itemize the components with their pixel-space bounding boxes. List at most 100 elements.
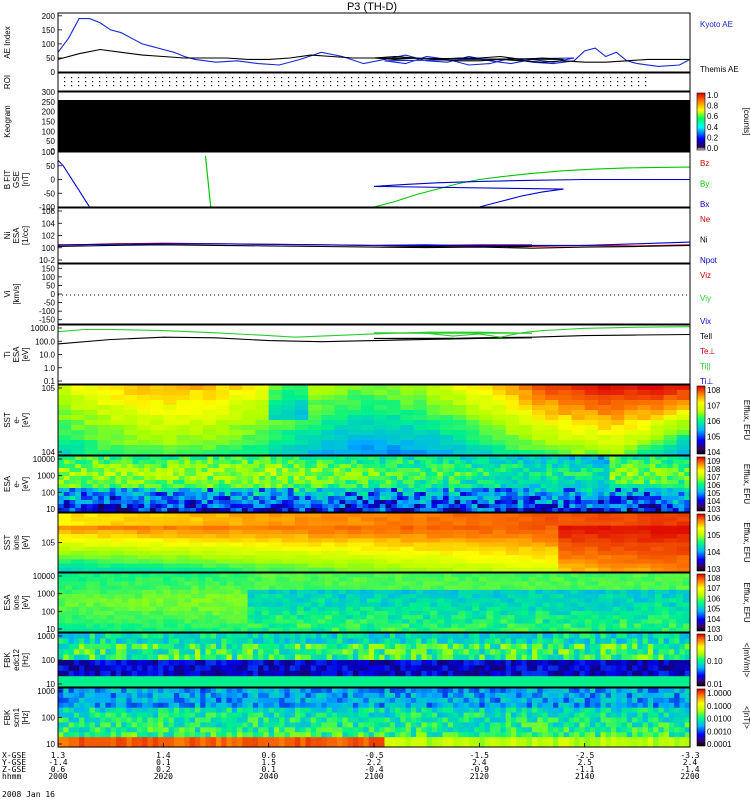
- esa_e-pixel: [305, 456, 312, 461]
- esa_i-pixel: [359, 581, 368, 587]
- fbk_e-pixel: [131, 638, 138, 645]
- esa_i-pixel: [647, 619, 656, 625]
- fbk_e-pixel: [331, 643, 338, 650]
- esa_i-pixel: [395, 623, 403, 629]
- esa_e-pixel: [402, 508, 410, 513]
- esa_e-pixel: [270, 492, 277, 497]
- sst_i-pixel: [58, 534, 72, 539]
- esa_i-pixel: [577, 615, 586, 620]
- esa_i-pixel: [331, 581, 340, 587]
- esa_i-pixel: [612, 589, 621, 595]
- esa_e-pixel: [385, 480, 392, 485]
- esa_e-pixel: [402, 480, 410, 485]
- sst_e-pixel: [479, 450, 494, 456]
- fbk_e-pixel: [63, 681, 70, 688]
- fbk_e-pixel: [110, 660, 117, 666]
- fbk_e-pixel: [295, 638, 301, 645]
- esa_e-pixel: [379, 500, 387, 505]
- esa_e-pixel: [460, 480, 467, 485]
- sst_i-pixel: [97, 517, 112, 523]
- esa_i-pixel: [402, 602, 410, 608]
- esa_e-pixel: [598, 492, 605, 497]
- fbk_e-pixel: [484, 660, 491, 666]
- sst_i-pixel: [453, 513, 467, 518]
- esa_i-pixel: [324, 585, 333, 591]
- sst_e-pixel: [650, 415, 665, 421]
- sst_e-pixel: [466, 395, 480, 401]
- fbk_e-pixel: [84, 649, 91, 656]
- esa_e-pixel: [488, 476, 496, 481]
- esa_e-pixel: [626, 480, 634, 485]
- esa_e-pixel: [351, 472, 358, 477]
- esa_e-pixel: [293, 480, 300, 485]
- esa_i-pixel: [612, 615, 621, 620]
- sst_i-pixel: [571, 563, 586, 569]
- esa_e-pixel: [138, 488, 145, 493]
- fbk_e-pixel: [252, 676, 259, 683]
- esa_e-pixel: [328, 496, 335, 501]
- esa_e-pixel: [103, 464, 111, 469]
- esa_e-pixel: [598, 464, 605, 469]
- esa_e-pixel: [109, 468, 117, 473]
- esa_e-pixel: [103, 500, 111, 505]
- esa_i-pixel: [254, 602, 263, 608]
- esa_e-pixel: [477, 496, 484, 501]
- esa_i-pixel: [437, 577, 445, 583]
- sst_i-pixel: [413, 555, 428, 560]
- esa_i-pixel: [668, 623, 677, 629]
- esa_e-pixel: [92, 476, 99, 481]
- fbk_e-pixel: [400, 638, 407, 645]
- esa_e-pixel: [155, 504, 163, 509]
- sst_e-pixel: [71, 450, 85, 456]
- fbk_e-pixel: [279, 660, 286, 666]
- esa_i-pixel: [388, 623, 396, 629]
- esa_e-pixel: [126, 496, 134, 501]
- sst_e-pixel: [545, 430, 559, 436]
- esa_i-pixel: [598, 610, 607, 616]
- fbk_e-pixel: [468, 643, 475, 650]
- fbk_e-pixel: [158, 676, 164, 683]
- esa_e-pixel: [218, 496, 226, 501]
- esa_i-pixel: [556, 589, 565, 595]
- esa_e-pixel: [626, 464, 634, 469]
- esa_e-pixel: [345, 456, 352, 461]
- esa_i-pixel: [416, 615, 424, 620]
- fbk_e-pixel: [184, 633, 191, 639]
- fbk_e-pixel: [121, 643, 128, 650]
- fbk_e-pixel: [68, 638, 75, 645]
- esa_i-pixel: [416, 598, 424, 604]
- esa_e-pixel: [230, 488, 237, 493]
- esa_e-pixel: [224, 508, 231, 513]
- fbk_e-pixel: [137, 670, 143, 677]
- sst_i-pixel: [123, 567, 138, 573]
- esa_e-pixel: [575, 464, 582, 469]
- esa_i-pixel: [107, 615, 115, 620]
- esa_i-pixel: [465, 577, 473, 583]
- sst_e-pixel: [663, 400, 678, 406]
- esa_i-pixel: [430, 602, 438, 608]
- esa_e-spectrogram: [58, 456, 691, 513]
- sst_i-pixel: [58, 513, 72, 518]
- sst_e-pixel: [202, 450, 217, 456]
- esa_i-pixel: [100, 577, 108, 583]
- sst_e-pixel: [374, 440, 388, 446]
- esa_i-pixel: [289, 606, 298, 612]
- esa_e-pixel: [287, 468, 295, 473]
- esa_e-pixel: [178, 476, 185, 481]
- sst_i-pixel: [624, 542, 638, 548]
- esa_e-pixel: [362, 464, 369, 469]
- esa_i-pixel: [465, 623, 473, 629]
- esa_e-pixel: [379, 464, 387, 469]
- fbk_e-pixel: [273, 654, 280, 661]
- esa_e-pixel: [75, 476, 82, 481]
- esa_e-pixel: [322, 472, 329, 477]
- esa_e-pixel: [471, 456, 479, 461]
- sst_i-pixel: [439, 550, 454, 556]
- sst_e-pixel: [558, 415, 573, 421]
- esa_e-pixel: [80, 456, 88, 461]
- esa_i-pixel: [149, 581, 157, 587]
- esa_e-pixel: [586, 472, 593, 477]
- fbk_e-pixel: [163, 681, 170, 688]
- esa_e-pixel: [678, 476, 685, 481]
- esa_i-pixel: [219, 577, 228, 583]
